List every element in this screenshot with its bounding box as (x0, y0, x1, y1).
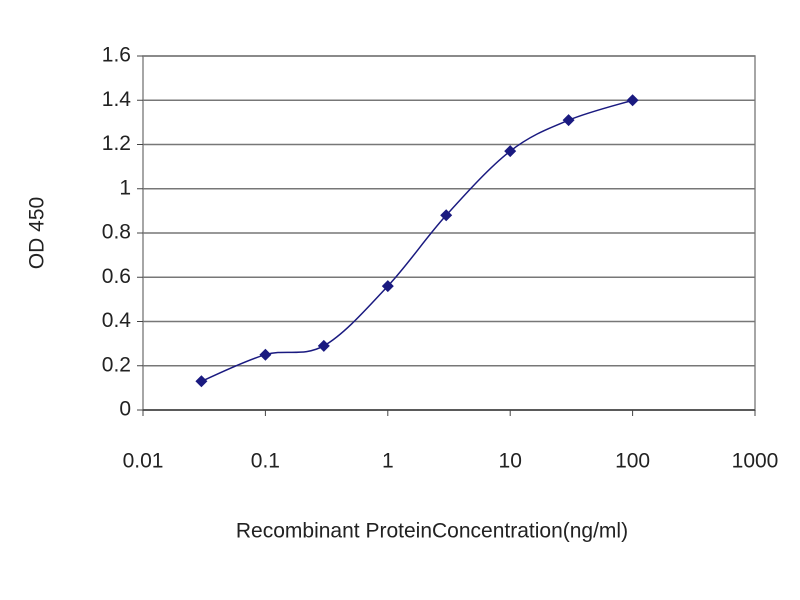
x-tick-label: 1 (382, 450, 394, 473)
marker (562, 114, 575, 127)
marker (626, 94, 639, 107)
y-tick-label: 1.6 (102, 44, 131, 67)
y-tick-label: 1.2 (102, 132, 131, 155)
x-tick-label: 1000 (732, 450, 779, 473)
x-tick-label: 0.01 (123, 450, 164, 473)
y-axis-label: OD 450 (26, 197, 49, 269)
x-axis-label: Recombinant ProteinConcentration(ng/ml) (236, 520, 628, 543)
x-tick-label: 100 (615, 450, 650, 473)
marker (381, 280, 394, 293)
y-tick-label: 1.4 (102, 88, 132, 111)
y-tick-label: 0.4 (102, 309, 132, 332)
marker (440, 209, 453, 222)
y-tick-label: 1 (119, 176, 131, 199)
marker (195, 375, 208, 388)
y-tick-label: 0.8 (102, 221, 131, 244)
x-tick-label: 0.1 (251, 450, 280, 473)
y-tick-label: 0.2 (102, 353, 131, 376)
marker (504, 145, 517, 158)
y-tick-label: 0.6 (102, 265, 131, 288)
line (201, 99, 633, 382)
marker (259, 348, 272, 361)
marker (317, 339, 330, 352)
y-tick-label: 0 (119, 398, 131, 421)
x-tick-label: 10 (499, 450, 522, 473)
